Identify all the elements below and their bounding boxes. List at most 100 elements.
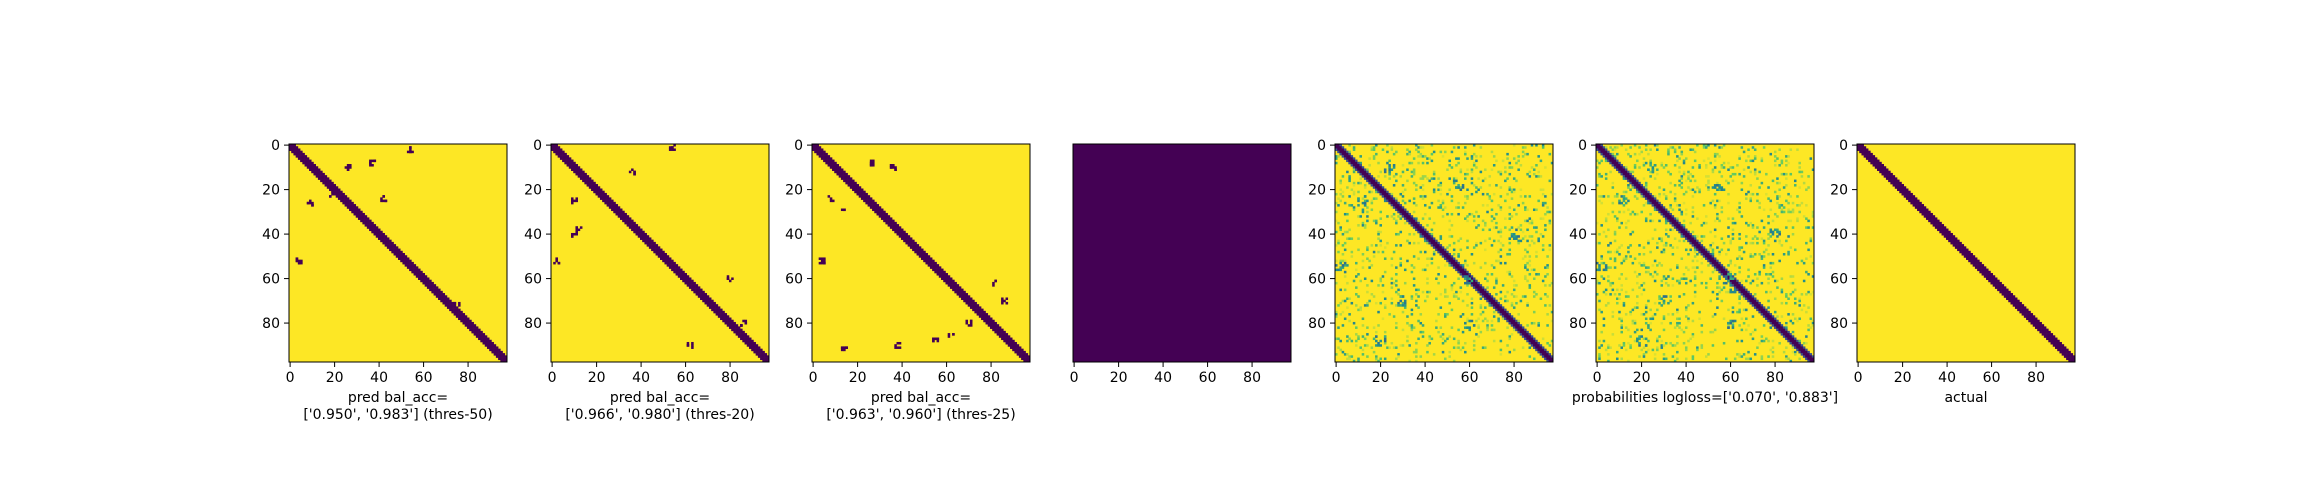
heatmap-cell [633, 228, 636, 232]
heatmap-cell [440, 290, 443, 294]
heatmap-cell [1776, 328, 1779, 332]
heatmap-cell [673, 144, 676, 147]
heatmap-cell [1642, 188, 1646, 192]
heatmap-cell [840, 177, 844, 180]
heatmap-cell [981, 308, 984, 312]
heatmap-cell [1696, 186, 1699, 189]
heatmap-cell [415, 275, 419, 278]
heatmap-cell [1700, 235, 1704, 238]
heatmap-cell [1765, 172, 1768, 176]
heatmap-cell [1521, 326, 1525, 329]
heatmap-cell [1736, 284, 1739, 287]
heatmap-cell [675, 270, 679, 274]
heatmap-cell [289, 144, 292, 147]
heatmap-cell [1613, 257, 1617, 260]
heatmap-cell [1636, 295, 1639, 298]
heatmap-cell [1519, 188, 1523, 192]
heatmap-cell [355, 212, 359, 216]
heatmap-cell [557, 155, 561, 158]
heatmap-cell [1780, 244, 1784, 247]
heatmap-cell [1745, 221, 1748, 225]
heatmap-cell [1486, 326, 1489, 329]
heatmap-cell [304, 161, 308, 165]
heatmap-cell [1484, 297, 1487, 301]
heatmap-cell [1457, 255, 1460, 258]
heatmap-cell [825, 159, 828, 163]
heatmap-cell [326, 186, 330, 189]
heatmap-cell [599, 192, 603, 196]
heatmap-cell [1613, 155, 1617, 158]
heatmap-cell [1669, 244, 1672, 247]
heatmap-cell [847, 179, 851, 183]
heatmap-cell [1644, 161, 1648, 165]
heatmap-cell [1684, 348, 1688, 352]
heatmap-cell [1709, 259, 1712, 263]
heatmap-cell [947, 335, 951, 338]
heatmap-cell [1450, 257, 1454, 260]
heatmap-cell [1426, 277, 1429, 280]
heatmap-cell [1464, 150, 1467, 154]
heatmap-cell [722, 317, 725, 321]
heatmap-cell [1633, 339, 1637, 343]
heatmap-cell [680, 268, 683, 272]
heatmap-cell [1488, 237, 1492, 240]
heatmap-cell [1633, 257, 1637, 260]
heatmap-cell [1785, 226, 1788, 229]
heatmap-cell [1488, 301, 1492, 305]
heatmap-cell [1001, 330, 1004, 334]
heatmap-cell [1682, 161, 1686, 165]
heatmap-cell [300, 152, 303, 156]
heatmap-cell [660, 250, 663, 254]
heatmap-cell [1508, 335, 1512, 338]
heatmap-cell [453, 306, 457, 309]
heatmap-cell [1479, 330, 1483, 334]
heatmap-cell [949, 284, 953, 287]
heatmap-cell [480, 339, 483, 343]
heatmap-cell [375, 226, 379, 229]
heatmap-cell [1550, 319, 1553, 323]
heatmap-cell [304, 164, 308, 167]
heatmap-cell [1636, 328, 1639, 332]
heatmap-cell [660, 253, 663, 256]
heatmap-cell [1003, 339, 1006, 343]
heatmap-cell [1472, 161, 1476, 165]
heatmap-cell [1805, 350, 1808, 354]
heatmap-cell [406, 264, 410, 267]
heatmap-cell [1363, 199, 1367, 203]
heatmap-cell [1767, 253, 1770, 256]
heatmap-cell [498, 355, 501, 358]
heatmap-cell [1395, 273, 1398, 276]
heatmap-cell [1014, 348, 1017, 352]
heatmap-cell [1372, 177, 1376, 180]
heatmap-cell [1359, 308, 1362, 312]
heatmap-cell [880, 215, 884, 218]
heatmap-cell [1366, 172, 1369, 176]
heatmap-cell [1406, 152, 1409, 156]
heatmap-cell [489, 341, 492, 345]
heatmap-cell [1807, 290, 1810, 294]
heatmap-cell [380, 232, 383, 236]
heatmap-cell [382, 199, 385, 203]
heatmap-cell [1366, 177, 1369, 180]
heatmap-cell [820, 259, 824, 263]
heatmap-cell [1727, 264, 1730, 267]
heatmap-cell [606, 201, 610, 205]
heatmap-cell [1765, 313, 1768, 316]
heatmap-cell [1468, 328, 1471, 332]
heatmap-cell [1738, 210, 1741, 214]
heatmap-cell [1448, 244, 1451, 247]
heatmap-cell [668, 266, 672, 269]
heatmap-cell [1729, 239, 1732, 243]
heatmap-cell [1506, 177, 1509, 180]
heatmap-cell [1379, 190, 1383, 194]
heatmap-cell [555, 152, 558, 156]
heatmap-cell [1602, 324, 1606, 327]
heatmap-cell [1678, 208, 1681, 212]
heatmap-cell [1441, 208, 1445, 212]
heatmap-cell [1807, 219, 1810, 223]
heatmap-cell [462, 321, 466, 325]
heatmap-cell [1001, 299, 1004, 303]
heatmap-cell [1624, 295, 1628, 298]
heatmap-cell [1510, 333, 1514, 336]
heatmap-cell [1669, 219, 1672, 223]
